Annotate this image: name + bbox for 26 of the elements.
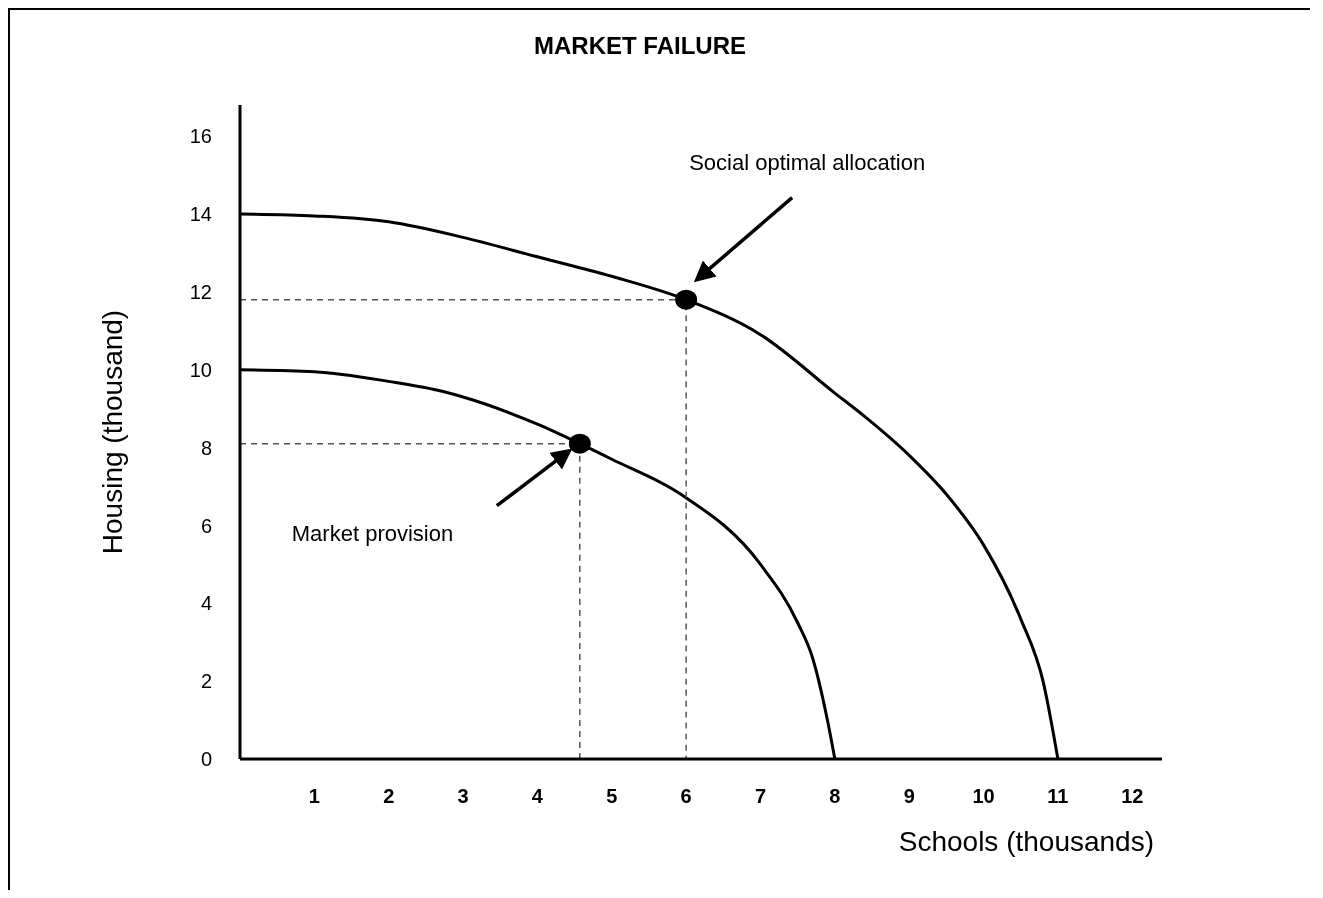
x-tick-label: 5 [606,785,618,808]
y-axis-title: Housing (thousand) [96,309,128,555]
annotation: Social optimal allocation [689,149,926,175]
x-tick-label: 12 [1121,785,1144,808]
y-tick-label: 8 [200,436,212,459]
y-tick-label: 12 [189,280,212,303]
x-tick-label: 4 [531,785,544,808]
x-axis-title: Schools (thousands) [898,826,1154,857]
x-tick-label: 1 [308,785,320,808]
x-tick-label: 6 [680,785,692,808]
y-tick-label: 14 [189,203,212,226]
x-tick-label: 7 [754,785,767,808]
y-tick-label: 16 [189,125,212,148]
x-tick-label: 9 [903,785,915,808]
y-tick-label: 6 [200,514,212,537]
x-tick-label: 8 [829,785,841,808]
y-tick-label: 2 [200,670,212,693]
chart-title: MARKET FAILURE [533,32,747,60]
x-tick-label: 3 [457,785,469,808]
y-tick-label: 0 [200,748,212,771]
x-tick-label: 10 [972,785,995,808]
annotation: Market provision [291,520,454,546]
y-tick-label: 4 [200,592,212,615]
x-tick-label: 11 [1047,785,1069,808]
y-tick-label: 10 [189,358,212,381]
x-tick-label: 2 [383,785,395,808]
